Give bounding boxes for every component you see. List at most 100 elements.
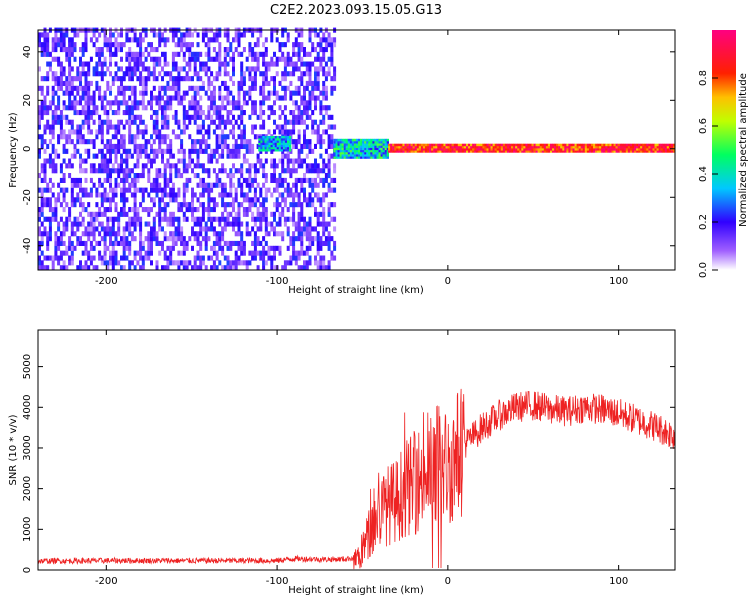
heatmap-cell [193, 100, 197, 106]
heatmap-cell [120, 85, 123, 91]
heatmap-cell [98, 56, 102, 62]
heatmap-cell [297, 250, 301, 256]
heatmap-cell [100, 134, 104, 140]
heatmap-cell [552, 143, 555, 147]
heatmap-cell [201, 168, 205, 174]
heatmap-cell [185, 240, 189, 246]
heatmap-cell [511, 145, 514, 149]
heatmap-cell [196, 231, 200, 237]
heatmap-cell [656, 145, 659, 149]
heatmap-cell [245, 56, 249, 62]
heatmap-cell [324, 148, 328, 154]
heatmap-cell [305, 168, 309, 174]
heatmap-cell [155, 110, 159, 116]
heatmap-cell [161, 197, 164, 203]
heatmap-cell [57, 192, 61, 198]
heatmap-cell [394, 148, 397, 151]
heatmap-cell [578, 150, 581, 153]
heatmap-cell [120, 153, 123, 159]
heatmap-cell [144, 76, 148, 82]
heatmap-cell [98, 182, 102, 188]
heatmap-cell [38, 216, 41, 222]
heatmap-cell [103, 90, 107, 96]
heatmap-cell [65, 226, 69, 232]
heatmap-cell [463, 150, 467, 153]
heatmap-cell [316, 173, 320, 179]
heatmap-cell [120, 168, 123, 174]
heatmap-cell [305, 245, 309, 251]
heatmap-cell [215, 143, 219, 149]
heatmap-cell [242, 240, 246, 246]
heatmap-cell [380, 145, 383, 148]
heatmap-cell [262, 173, 266, 179]
heatmap-cell [418, 145, 422, 149]
heatmap-cell [174, 173, 178, 179]
heatmap-cell [54, 245, 58, 251]
heatmap-cell [169, 85, 173, 91]
heatmap-cell [68, 61, 72, 67]
heatmap-cell [210, 37, 214, 43]
heatmap-cell [100, 158, 104, 164]
heatmap-cell [270, 149, 273, 152]
heatmap-cell [40, 32, 44, 38]
heatmap-cell [292, 114, 296, 120]
heatmap-cell [161, 32, 164, 38]
heatmap-cell [335, 149, 338, 153]
heatmap-cell [158, 105, 162, 111]
heatmap-cell [70, 90, 74, 96]
snr-background [38, 330, 675, 570]
heatmap-cell [283, 260, 287, 266]
heatmap-cell [174, 114, 178, 120]
heatmap-cell [51, 114, 55, 120]
heatmap-cell [196, 105, 200, 111]
heatmap-cell [270, 221, 274, 227]
heatmap-cell [65, 134, 69, 140]
heatmap-cell [68, 76, 72, 82]
heatmap-cell [443, 145, 446, 149]
heatmap-cell [300, 42, 304, 48]
heatmap-cell [308, 221, 312, 227]
heatmap-cell [422, 150, 426, 153]
heatmap-cell [603, 148, 606, 151]
heatmap-cell [314, 119, 317, 125]
heatmap-cell [174, 110, 178, 116]
heatmap-cell [114, 129, 118, 135]
heatmap-cell [92, 265, 96, 271]
heatmap-cell [232, 95, 235, 101]
heatmap-cell [362, 156, 365, 159]
heatmap-cell [111, 51, 115, 57]
heatmap-cell [617, 143, 620, 147]
heatmap-cell [273, 202, 276, 208]
heatmap-cell [117, 129, 121, 135]
heatmap-cell [297, 47, 301, 53]
heatmap-cell [459, 150, 463, 153]
heatmap-cell [274, 138, 277, 141]
heatmap-cell [578, 148, 581, 151]
heatmap-cell [273, 110, 276, 116]
heatmap-cell [625, 143, 629, 147]
heatmap-cell [215, 32, 219, 38]
heatmap-cell [199, 129, 203, 135]
heatmap-cell [353, 145, 357, 148]
heatmap-cell [117, 221, 121, 227]
heatmap-cell [268, 142, 271, 145]
heatmap-cell [513, 143, 516, 147]
heatmap-cell [68, 85, 72, 91]
heatmap-cell [256, 250, 260, 256]
heatmap-cell [59, 47, 63, 53]
heatmap-cell [81, 124, 85, 130]
heatmap-cell [144, 153, 148, 159]
heatmap-cell [337, 151, 340, 155]
heatmap-cell [264, 146, 267, 150]
heatmap-cell [171, 197, 175, 203]
heatmap-cell [70, 76, 74, 82]
heatmap-cell [125, 226, 129, 232]
heatmap-cell [212, 202, 216, 208]
heatmap-cell [283, 95, 287, 101]
heatmap-cell [372, 138, 375, 142]
heatmap-cell [562, 145, 565, 149]
heatmap-cell [384, 156, 387, 159]
heatmap-cell [163, 124, 167, 130]
heatmap-cell [664, 143, 668, 147]
heatmap-cell [68, 37, 72, 43]
